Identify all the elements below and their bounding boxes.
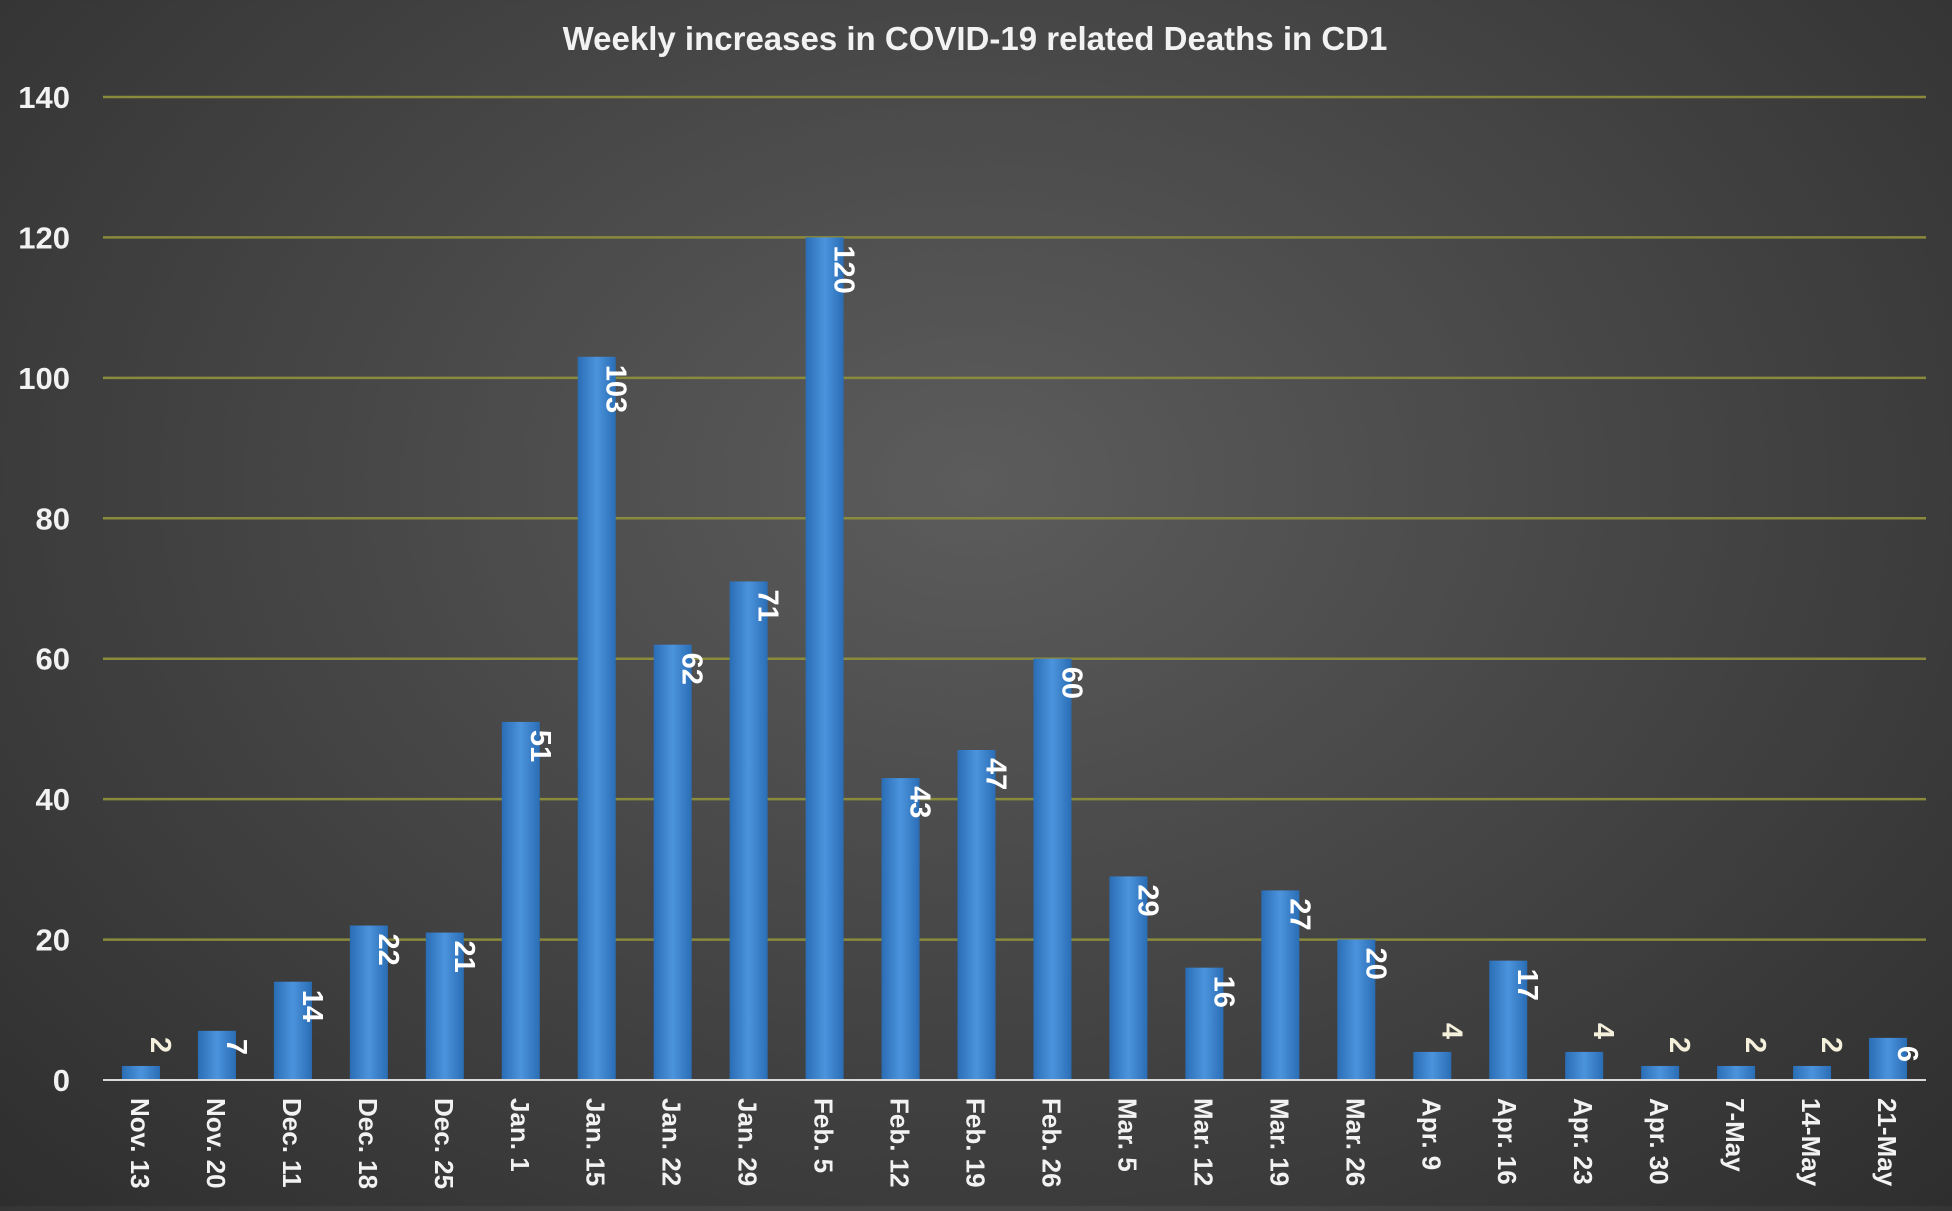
x-tick-label: Apr. 9: [1416, 1098, 1446, 1170]
x-tick-label: Dec. 18: [353, 1098, 383, 1189]
x-tick-label: 14-May: [1796, 1098, 1826, 1187]
x-tick-label: Feb. 12: [885, 1098, 915, 1188]
data-label: 4: [1587, 1023, 1619, 1039]
x-tick-label: Mar. 26: [1340, 1098, 1370, 1186]
x-tick-label: Feb. 19: [961, 1098, 991, 1188]
data-label: 29: [1131, 884, 1163, 916]
bar: [1717, 1065, 1756, 1080]
x-tick-label: 21-May: [1872, 1098, 1902, 1187]
data-label: 2: [1815, 1037, 1847, 1053]
bar: [1413, 1051, 1452, 1080]
bar: [1185, 967, 1224, 1080]
x-tick-label: Mar. 12: [1188, 1098, 1218, 1186]
y-tick-label: 140: [18, 80, 70, 115]
y-tick-label: 120: [18, 220, 70, 255]
data-label: 2: [1663, 1037, 1695, 1053]
bar: [1109, 876, 1148, 1080]
x-tick-label: Mar. 19: [1264, 1098, 1294, 1186]
bar: [1565, 1051, 1604, 1080]
data-label: 20: [1359, 948, 1391, 980]
data-label: 51: [524, 730, 556, 762]
bar: [805, 237, 844, 1080]
data-label: 60: [1055, 667, 1087, 699]
x-tick-label: 7-May: [1720, 1098, 1750, 1172]
x-tick-label: Dec. 11: [277, 1098, 307, 1188]
data-label: 47: [980, 758, 1012, 790]
y-tick-label: 20: [36, 923, 70, 958]
bar: [197, 1030, 236, 1080]
bar: [501, 721, 540, 1080]
data-label: 4: [1435, 1023, 1467, 1039]
data-label: 2: [1739, 1037, 1771, 1053]
data-label: 16: [1207, 976, 1239, 1008]
data-label: 14: [296, 990, 328, 1022]
data-label: 21: [448, 941, 480, 973]
chart-title: Weekly increases in COVID-19 related Dea…: [563, 20, 1388, 57]
bar: [577, 356, 616, 1080]
x-tick-label: Apr. 30: [1644, 1098, 1674, 1185]
data-label: 103: [600, 365, 632, 413]
x-tick-label: Apr. 23: [1568, 1098, 1598, 1185]
data-label: 62: [676, 653, 708, 685]
data-label: 22: [372, 934, 404, 966]
y-tick-label: 100: [18, 361, 70, 396]
data-label: 17: [1511, 969, 1543, 1001]
gridlines: [103, 95, 1926, 941]
x-tick-label: Nov. 20: [201, 1098, 231, 1189]
x-tick-label: Apr. 16: [1492, 1098, 1522, 1185]
bar: [425, 932, 464, 1080]
y-axis-tick-labels: 0 20 40 60 80 100 120 140: [18, 80, 70, 1098]
bar: [881, 778, 920, 1080]
y-tick-label: 80: [36, 501, 70, 536]
data-label: 120: [828, 245, 860, 293]
x-tick-label: Jan. 22: [657, 1098, 687, 1186]
bar: [121, 1065, 160, 1080]
x-tick-label: Jan. 1: [505, 1098, 535, 1172]
bar: [1261, 890, 1300, 1080]
y-tick-label: 60: [36, 642, 70, 677]
data-label: 2: [144, 1037, 176, 1053]
bar: [1033, 658, 1072, 1080]
bar: [1489, 960, 1528, 1080]
y-tick-label: 0: [53, 1063, 70, 1098]
bar: [349, 925, 388, 1080]
bar: [729, 581, 768, 1080]
bar: [1793, 1065, 1832, 1080]
x-tick-label: Jan. 15: [581, 1098, 611, 1186]
x-tick-label: Nov. 13: [125, 1098, 155, 1189]
bar: [1337, 939, 1376, 1080]
bar: [653, 644, 692, 1080]
data-label: 27: [1283, 898, 1315, 930]
x-axis-tick-labels: Nov. 13 Nov. 20 Dec. 11 Dec. 18 Dec. 25 Jan. …: [125, 1098, 1902, 1189]
bar: [273, 981, 312, 1080]
x-tick-label: Mar. 5: [1112, 1098, 1142, 1172]
x-tick-label: Jan. 29: [733, 1098, 763, 1186]
x-tick-label: Feb. 26: [1036, 1098, 1066, 1188]
data-label: 43: [904, 786, 936, 818]
x-tick-label: Dec. 25: [429, 1098, 459, 1189]
x-tick-label: Feb. 5: [809, 1098, 839, 1173]
data-label: 6: [1891, 1046, 1923, 1062]
data-label: 7: [220, 1039, 252, 1055]
bar: [1869, 1037, 1908, 1080]
bar: [957, 749, 996, 1080]
data-label: 71: [752, 589, 784, 621]
bar: [1641, 1065, 1680, 1080]
y-tick-label: 40: [36, 782, 70, 817]
bars: [121, 237, 1908, 1080]
